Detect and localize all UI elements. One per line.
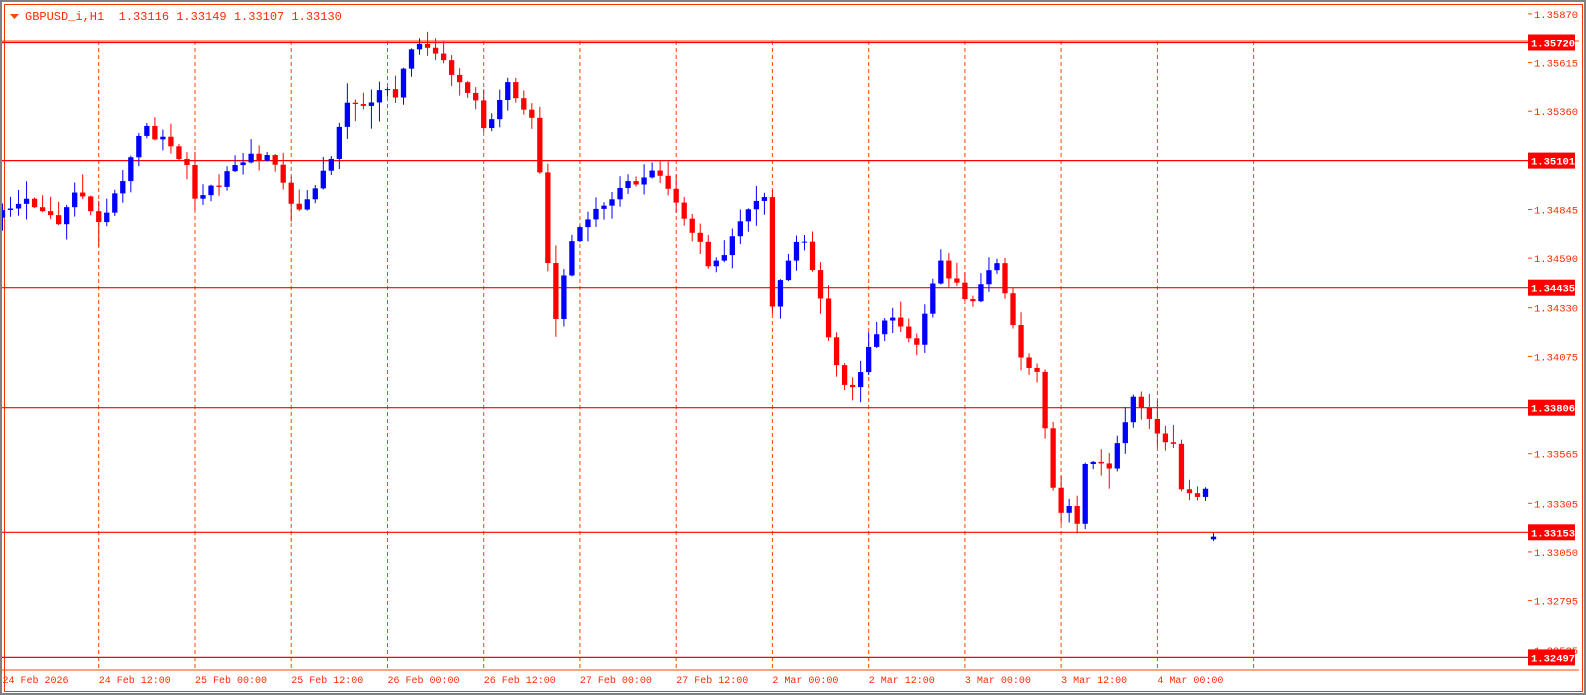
svg-text:25 Feb 00:00: 25 Feb 00:00 <box>195 675 267 687</box>
svg-text:1.33806: 1.33806 <box>1531 404 1575 416</box>
svg-text:1.34435: 1.34435 <box>1531 284 1575 296</box>
svg-text:GBPUSD_i,H1 1.33116 1.33149 1: GBPUSD_i,H1 1.33116 1.33149 1.33107 1.33… <box>25 10 342 24</box>
svg-text:26 Feb 12:00: 26 Feb 12:00 <box>484 675 556 687</box>
svg-text:1.32497: 1.32497 <box>1531 653 1575 665</box>
svg-text:2 Mar 12:00: 2 Mar 12:00 <box>869 676 935 687</box>
svg-text:24 Feb 12:00: 24 Feb 12:00 <box>99 675 171 687</box>
svg-text:1.34075: 1.34075 <box>1534 352 1578 364</box>
svg-text:1.33565: 1.33565 <box>1534 450 1578 462</box>
svg-text:24 Feb 2026: 24 Feb 2026 <box>3 675 69 687</box>
svg-text:1.33153: 1.33153 <box>1531 528 1575 540</box>
svg-text:1.35720: 1.35720 <box>1531 39 1575 51</box>
svg-text:3 Mar 12:00: 3 Mar 12:00 <box>1061 676 1127 687</box>
svg-text:27 Feb 00:00: 27 Feb 00:00 <box>580 675 652 687</box>
svg-text:1.35615: 1.35615 <box>1534 59 1578 71</box>
svg-text:1.34590: 1.34590 <box>1534 254 1578 266</box>
svg-text:1.32795: 1.32795 <box>1534 597 1578 609</box>
svg-text:1.33050: 1.33050 <box>1534 548 1578 560</box>
svg-text:1.35360: 1.35360 <box>1534 107 1578 119</box>
svg-text:2 Mar 00:00: 2 Mar 00:00 <box>772 676 838 687</box>
svg-text:27 Feb 12:00: 27 Feb 12:00 <box>676 675 748 687</box>
svg-text:3 Mar 00:00: 3 Mar 00:00 <box>965 676 1031 687</box>
svg-text:1.34330: 1.34330 <box>1534 304 1578 316</box>
svg-text:1.35101: 1.35101 <box>1531 157 1575 169</box>
svg-text:1.34845: 1.34845 <box>1534 206 1578 218</box>
svg-text:1.35870: 1.35870 <box>1534 10 1578 22</box>
svg-text:26 Feb 00:00: 26 Feb 00:00 <box>388 675 460 687</box>
svg-text:4 Mar 00:00: 4 Mar 00:00 <box>1157 676 1223 687</box>
svg-text:25 Feb 12:00: 25 Feb 12:00 <box>291 675 363 687</box>
svg-text:1.33305: 1.33305 <box>1534 499 1578 511</box>
